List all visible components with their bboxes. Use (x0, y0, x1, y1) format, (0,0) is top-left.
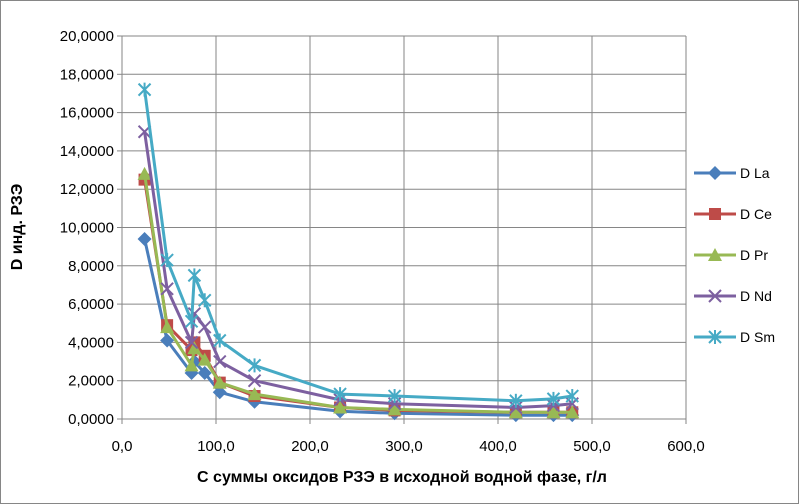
legend-item-d-sm: D Sm (694, 329, 775, 345)
x-tick-label: 100,0 (197, 438, 235, 455)
data-point-d-nd (160, 282, 174, 296)
y-tick-label: 8,0000 (68, 258, 114, 275)
legend-label: D Nd (740, 288, 772, 304)
data-point-d-la (197, 366, 212, 381)
x-tick-label: 200,0 (291, 438, 329, 455)
legend-label: D La (740, 165, 770, 181)
series-d-nd (137, 125, 579, 415)
data-point-d-sm (187, 268, 202, 283)
series-line-d-nd (143, 131, 573, 409)
data-point-d-nd (198, 320, 212, 334)
x-axis-title: С суммы оксидов РЗЭ в исходной водной фа… (197, 469, 607, 486)
data-point-d-sm (160, 253, 174, 268)
x-tick-label: 500,0 (573, 438, 611, 455)
data-point-d-la (160, 333, 175, 348)
legend-item-d-la: D La (694, 165, 770, 181)
data-point-d-pr (184, 358, 199, 372)
data-point-d-sm (247, 358, 262, 373)
y-tick-label: 10,0000 (60, 220, 114, 237)
data-point-d-nd (184, 335, 199, 350)
y-tick-label: 14,0000 (60, 143, 114, 160)
y-tick-label: 6,0000 (68, 296, 114, 313)
data-point-d-sm (213, 333, 227, 348)
legend-marker (708, 330, 722, 344)
data-point-d-sm (333, 387, 347, 402)
legend-item-d-pr: D Pr (694, 247, 768, 263)
data-point-d-sm (137, 82, 152, 97)
data-point-d-pr (333, 400, 348, 414)
y-tick-label: 20,0000 (60, 28, 114, 45)
legend-label: D Sm (740, 329, 775, 345)
data-point-d-pr (387, 402, 402, 416)
legend-item-d-nd: D Nd (694, 288, 772, 304)
data-point-d-sm (509, 393, 523, 408)
data-point-d-pr (546, 405, 561, 419)
tick-labels: 0,0000 2,0000 4,0000 6,0000 8,0000 10,0000 12,… (60, 28, 705, 455)
x-tick-label: 400,0 (479, 438, 517, 455)
data-point-d-pr (160, 320, 175, 334)
data-point-d-nd (213, 354, 227, 369)
legend-item-d-ce: D Ce (694, 206, 772, 222)
data-point-d-pr (247, 387, 262, 401)
series-d-sm (137, 82, 579, 408)
series-line-d-pr (143, 173, 573, 414)
data-point-d-sm (565, 389, 579, 404)
data-point-d-pr (137, 166, 152, 180)
data-point-d-sm (387, 389, 402, 404)
series-lines (137, 82, 580, 423)
data-point-d-pr (187, 341, 202, 355)
axes (117, 35, 687, 424)
data-point-d-la (212, 385, 227, 400)
data-point-d-pr (197, 352, 212, 366)
x-tick-label: 300,0 (385, 438, 423, 455)
legend-marker (708, 248, 722, 261)
data-point-d-sm (546, 391, 561, 406)
legend-marker (708, 166, 722, 180)
y-tick-label: 12,0000 (60, 181, 114, 198)
y-tick-label: 4,0000 (68, 334, 114, 351)
data-point-d-la (137, 231, 152, 246)
data-point-d-pr (212, 375, 227, 389)
series-d-pr (137, 166, 580, 419)
x-tick-label: 600,0 (667, 438, 705, 455)
y-tick-label: 0,0000 (68, 411, 114, 428)
series-line-d-sm (143, 89, 573, 403)
x-tick-label: 0,0 (112, 438, 133, 455)
legend-marker (708, 289, 722, 303)
legend-label: D Ce (740, 206, 772, 222)
legend-marker (709, 208, 721, 220)
data-point-d-sm (198, 293, 212, 308)
data-point-d-sm (184, 314, 199, 329)
y-tick-label: 2,0000 (68, 373, 114, 390)
legend: D La D Ce D Pr D Nd D Sm (694, 165, 775, 345)
data-point-d-nd (247, 373, 262, 388)
legend-label: D Pr (740, 247, 768, 263)
y-tick-label: 18,0000 (60, 66, 114, 83)
y-axis-title: D инд. РЗЭ (9, 184, 26, 270)
data-point-d-pr (508, 405, 523, 419)
y-tick-label: 16,0000 (60, 105, 114, 122)
data-point-d-pr (565, 405, 580, 419)
